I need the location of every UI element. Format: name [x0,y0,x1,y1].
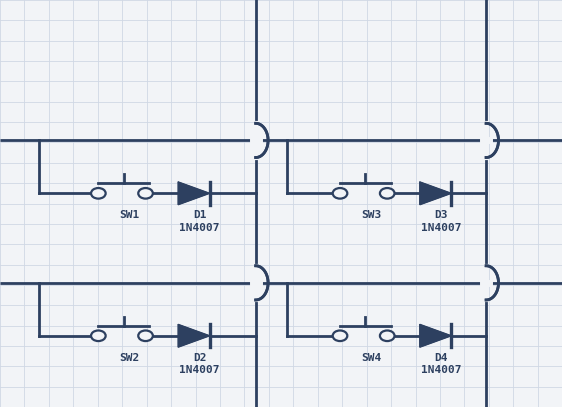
Text: D4
1N4007: D4 1N4007 [421,353,461,375]
Circle shape [91,188,106,199]
Polygon shape [420,324,451,347]
Text: SW4: SW4 [361,353,381,363]
Text: D1
1N4007: D1 1N4007 [179,210,220,233]
Circle shape [333,188,347,199]
Circle shape [380,188,395,199]
Text: D3
1N4007: D3 1N4007 [421,210,461,233]
Polygon shape [420,182,451,205]
Circle shape [138,188,153,199]
Text: SW2: SW2 [119,353,139,363]
Circle shape [138,330,153,341]
Polygon shape [178,324,210,347]
Text: SW1: SW1 [119,210,139,221]
Text: SW3: SW3 [361,210,381,221]
Text: D2
1N4007: D2 1N4007 [179,353,220,375]
Polygon shape [178,182,210,205]
Circle shape [333,330,347,341]
Circle shape [91,330,106,341]
Circle shape [380,330,395,341]
